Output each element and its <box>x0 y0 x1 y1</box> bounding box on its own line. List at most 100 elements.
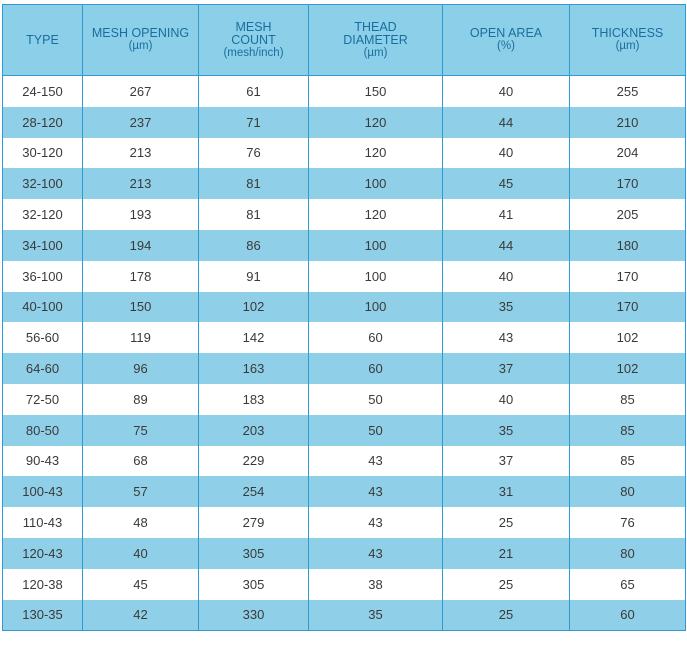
thickness-cell: 255 <box>569 75 686 107</box>
mesh-count-header: MESH COUNT (mesh/inch) <box>198 4 309 76</box>
type-cell: 32-120 <box>2 199 83 230</box>
header-label: MESH COUNT <box>231 19 276 47</box>
open-area-cell: 40 <box>442 260 570 292</box>
table-row: 80-50 75 203 50 35 85 <box>2 414 686 446</box>
table-row: 36-100 178 91 100 40 170 <box>2 260 686 292</box>
thickness-cell: 85 <box>569 445 686 477</box>
table-row: 100-43 57 254 43 31 80 <box>2 476 686 508</box>
mesh-count-cell: 142 <box>198 322 309 354</box>
open-area-cell: 41 <box>442 199 570 230</box>
header-label: THEAD DIAMETER <box>343 19 408 47</box>
table-row: 28-120 237 71 120 44 210 <box>2 106 686 138</box>
thread-diameter-cell: 35 <box>308 599 443 632</box>
open-area-cell: 44 <box>442 106 570 138</box>
table-row: 110-43 48 279 43 25 76 <box>2 507 686 538</box>
mesh-count-cell: 163 <box>198 353 309 384</box>
open-area-cell: 40 <box>442 75 570 107</box>
thread-diameter-cell: 60 <box>308 353 443 384</box>
type-cell: 28-120 <box>2 106 83 138</box>
table-row: 90-43 68 229 43 37 85 <box>2 445 686 477</box>
type-cell: 72-50 <box>2 383 83 415</box>
mesh-opening-cell: 267 <box>82 75 199 107</box>
thread-diameter-cell: 43 <box>308 476 443 508</box>
open-area-cell: 37 <box>442 353 570 384</box>
thickness-cell: 210 <box>569 106 686 138</box>
header-unit: (µm) <box>615 40 640 52</box>
type-cell: 34-100 <box>2 229 83 261</box>
thickness-header: THICKNESS (µm) <box>569 4 686 76</box>
mesh-opening-cell: 40 <box>82 537 199 569</box>
table-body: 24-150 267 61 150 40 255 28-120 237 71 120 44 210 30… <box>2 75 686 632</box>
type-cell: 80-50 <box>2 414 83 446</box>
mesh-opening-cell: 42 <box>82 599 199 632</box>
open-area-cell: 25 <box>442 599 570 632</box>
type-cell: 130-35 <box>2 599 83 632</box>
mesh-count-cell: 229 <box>198 445 309 477</box>
mesh-opening-cell: 194 <box>82 229 199 261</box>
open-area-cell: 21 <box>442 537 570 569</box>
mesh-count-cell: 61 <box>198 75 309 107</box>
type-cell: 100-43 <box>2 476 83 508</box>
mesh-count-cell: 203 <box>198 414 309 446</box>
type-cell: 90-43 <box>2 445 83 477</box>
open-area-cell: 25 <box>442 568 570 600</box>
mesh-count-cell: 86 <box>198 229 309 261</box>
open-area-cell: 43 <box>442 322 570 354</box>
mesh-count-cell: 330 <box>198 599 309 632</box>
table-row: 56-60 119 142 60 43 102 <box>2 322 686 354</box>
thread-diameter-cell: 60 <box>308 322 443 354</box>
thread-diameter-cell: 50 <box>308 383 443 415</box>
thread-diameter-cell: 100 <box>308 260 443 292</box>
thread-diameter-header: THEAD DIAMETER (µm) <box>308 4 443 76</box>
mesh-opening-cell: 150 <box>82 291 199 323</box>
mesh-count-cell: 102 <box>198 291 309 323</box>
mesh-count-cell: 305 <box>198 568 309 600</box>
thickness-cell: 170 <box>569 291 686 323</box>
header-unit: (%) <box>497 40 515 52</box>
table-row: 40-100 150 102 100 35 170 <box>2 291 686 323</box>
type-cell: 64-60 <box>2 353 83 384</box>
type-cell: 32-100 <box>2 168 83 200</box>
thread-diameter-cell: 100 <box>308 168 443 200</box>
thread-diameter-cell: 120 <box>308 137 443 169</box>
thickness-cell: 76 <box>569 507 686 538</box>
header-label: OPEN AREA <box>469 26 543 40</box>
thickness-cell: 85 <box>569 383 686 415</box>
mesh-count-cell: 91 <box>198 260 309 292</box>
mesh-opening-cell: 119 <box>82 322 199 354</box>
mesh-opening-cell: 68 <box>82 445 199 477</box>
thickness-cell: 170 <box>569 168 686 200</box>
mesh-opening-cell: 96 <box>82 353 199 384</box>
thickness-cell: 85 <box>569 414 686 446</box>
open-area-cell: 40 <box>442 383 570 415</box>
mesh-count-cell: 81 <box>198 168 309 200</box>
type-cell: 30-120 <box>2 137 83 169</box>
thickness-cell: 180 <box>569 229 686 261</box>
table-row: 64-60 96 163 60 37 102 <box>2 353 686 384</box>
type-cell: 36-100 <box>2 260 83 292</box>
open-area-cell: 35 <box>442 291 570 323</box>
type-cell: 110-43 <box>2 507 83 538</box>
table-row: 30-120 213 76 120 40 204 <box>2 137 686 169</box>
table-row: 24-150 267 61 150 40 255 <box>2 75 686 107</box>
mesh-opening-cell: 237 <box>82 106 199 138</box>
thread-diameter-cell: 43 <box>308 537 443 569</box>
thickness-cell: 65 <box>569 568 686 600</box>
mesh-opening-cell: 89 <box>82 383 199 415</box>
mesh-opening-cell: 178 <box>82 260 199 292</box>
mesh-count-cell: 279 <box>198 507 309 538</box>
header-unit: (µm) <box>363 46 388 59</box>
thickness-cell: 60 <box>569 599 686 632</box>
header-unit: (µm) <box>128 40 153 52</box>
open-area-cell: 31 <box>442 476 570 508</box>
open-area-cell: 44 <box>442 229 570 261</box>
type-cell: 24-150 <box>2 75 83 107</box>
mesh-count-cell: 183 <box>198 383 309 415</box>
thread-diameter-cell: 38 <box>308 568 443 600</box>
thickness-cell: 102 <box>569 322 686 354</box>
mesh-count-cell: 76 <box>198 137 309 169</box>
type-cell: 40-100 <box>2 291 83 323</box>
thread-diameter-cell: 43 <box>308 507 443 538</box>
table-row: 72-50 89 183 50 40 85 <box>2 383 686 415</box>
open-area-cell: 40 <box>442 137 570 169</box>
